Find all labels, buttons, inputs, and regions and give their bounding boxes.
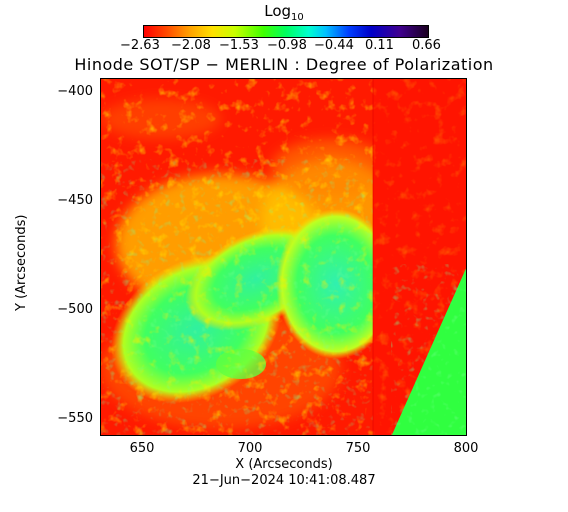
y-axis-label: Y (Arcseconds): [14, 214, 29, 311]
y-tick: −500: [57, 302, 93, 317]
x-axis-label: X (Arcseconds): [235, 457, 333, 472]
x-tick: 650: [129, 441, 155, 456]
colorbar-tick: −1.53: [219, 38, 259, 53]
colorbar-title: Log10: [0, 2, 568, 23]
colorbar-tick: −0.44: [314, 38, 354, 53]
colorbar-tick: −0.98: [267, 38, 307, 53]
y-tick: −400: [57, 84, 93, 99]
plot-title: Hinode SOT/SP − MERLIN : Degree of Polar…: [74, 55, 494, 74]
colorbar-tick: −2.08: [171, 38, 211, 53]
colorbar-title-sub: 10: [291, 12, 304, 23]
colorbar-tick: −2.63: [120, 38, 160, 53]
x-tick: 700: [237, 441, 263, 456]
colorbar-title-base: Log: [264, 2, 292, 20]
timestamp: 21−Jun−2024 10:41:08.487: [192, 473, 376, 488]
x-tick: 800: [453, 441, 479, 456]
colorbar-tick: 0.11: [365, 38, 394, 53]
colorbar: [143, 25, 429, 38]
x-tick: 750: [345, 441, 371, 456]
y-tick: −450: [57, 193, 93, 208]
polarization-image: [101, 79, 466, 435]
y-tick: −550: [57, 411, 93, 426]
colorbar-tick: 0.66: [412, 38, 441, 53]
polarization-map: [100, 78, 467, 436]
